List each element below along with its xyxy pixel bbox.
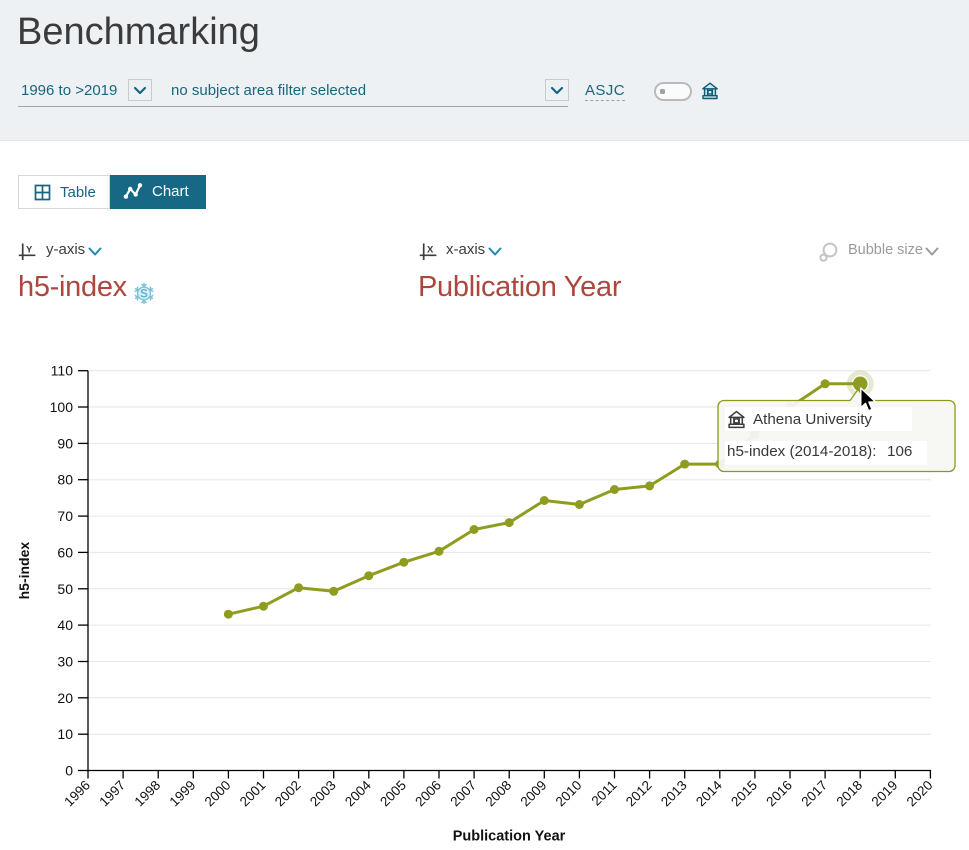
svg-text:2002: 2002	[272, 778, 304, 810]
svg-text:2008: 2008	[482, 778, 514, 810]
svg-text:2011: 2011	[588, 778, 619, 809]
svg-text:70: 70	[57, 508, 73, 524]
svg-text:80: 80	[57, 472, 73, 488]
svg-text:20: 20	[57, 690, 73, 706]
svg-text:1997: 1997	[96, 778, 128, 810]
svg-text:1996: 1996	[61, 778, 93, 810]
svg-text:2003: 2003	[307, 778, 339, 810]
svg-text:1999: 1999	[167, 778, 199, 810]
svg-text:30: 30	[57, 654, 73, 670]
svg-text:2018: 2018	[833, 778, 865, 810]
svg-text:2013: 2013	[658, 778, 690, 810]
svg-text:Y: Y	[26, 245, 33, 256]
svg-text:60: 60	[57, 544, 73, 560]
svg-text:h5-index: h5-index	[16, 542, 32, 600]
svg-text:50: 50	[57, 581, 73, 597]
svg-text:2004: 2004	[342, 777, 374, 809]
svg-text:0: 0	[65, 763, 73, 779]
svg-text:2005: 2005	[377, 778, 409, 810]
svg-text:2017: 2017	[798, 778, 830, 810]
svg-text:10: 10	[57, 726, 73, 742]
svg-text:40: 40	[57, 617, 73, 633]
svg-text:2010: 2010	[553, 778, 585, 810]
svg-text:2014: 2014	[693, 777, 725, 809]
svg-text:S: S	[140, 289, 148, 301]
svg-text:2020: 2020	[904, 778, 936, 810]
svg-text:2016: 2016	[763, 778, 795, 810]
svg-text:2015: 2015	[728, 778, 760, 810]
svg-text:100: 100	[50, 399, 74, 415]
svg-text:Publication Year: Publication Year	[453, 829, 566, 845]
svg-text:2019: 2019	[869, 778, 901, 810]
svg-text:110: 110	[51, 363, 74, 379]
svg-text:2009: 2009	[518, 778, 550, 810]
svg-text:1998: 1998	[131, 778, 163, 810]
svg-text:90: 90	[57, 435, 73, 451]
svg-text:2006: 2006	[412, 778, 444, 810]
svg-text:2001: 2001	[237, 778, 269, 810]
svg-text:X: X	[427, 245, 434, 256]
svg-text:2000: 2000	[202, 778, 234, 810]
svg-text:2007: 2007	[447, 778, 479, 810]
svg-text:2012: 2012	[623, 778, 655, 810]
